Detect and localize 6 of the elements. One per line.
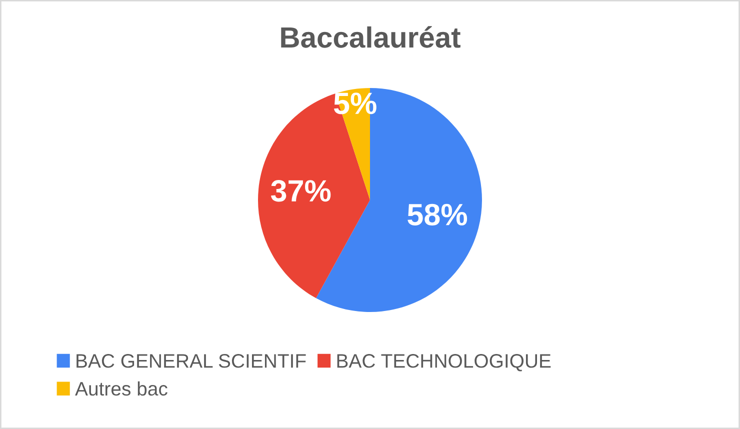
legend-label: BAC TECHNOLOGIQUE: [337, 354, 551, 372]
legend-label: BAC GENERAL SCIENTIF: [76, 354, 306, 368]
data-label: 37%: [270, 180, 331, 202]
legend-label: Autres bac: [75, 381, 168, 396]
chart-title: Baccalauréat: [281, 26, 460, 48]
data-label: 58%: [408, 204, 468, 226]
